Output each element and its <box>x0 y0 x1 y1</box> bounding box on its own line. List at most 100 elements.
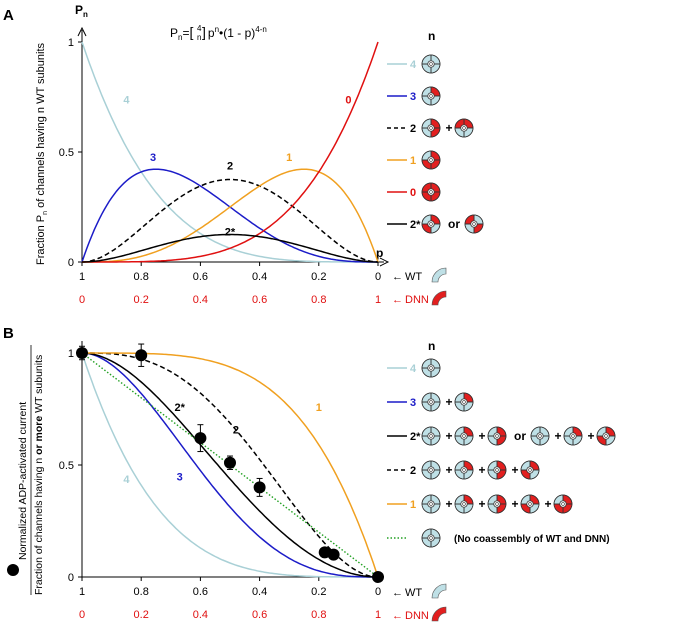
legend-label-1: 1 <box>410 155 416 167</box>
dnn-subunit-glyph <box>431 606 447 622</box>
panel-a-legend: 4 3 2 +1 0 2* or <box>387 54 484 234</box>
channel-pore-inner <box>561 502 565 506</box>
series-line-1 <box>82 352 379 578</box>
legend-connector: + <box>544 497 551 511</box>
series-label-2*: 2* <box>225 227 236 239</box>
channel-pore <box>470 220 478 228</box>
channel-pore-inner <box>429 94 433 98</box>
legend-connector: + <box>478 463 485 477</box>
x-tick-label-dnn: 0.2 <box>134 609 149 621</box>
measured-point <box>253 481 266 494</box>
series-line-2* <box>82 233 378 263</box>
channel-pore-inner <box>429 502 433 506</box>
legend-note: (No coassembly of WT and DNN) <box>454 534 610 545</box>
channel-pore-inner <box>429 126 433 130</box>
series-line-2* <box>81 352 378 578</box>
y-axis-arrow <box>77 26 87 37</box>
x-tick-label: 0.8 <box>134 586 149 598</box>
channel-pore <box>427 466 435 474</box>
series-label-2: 2 <box>233 425 239 437</box>
panel-a-legend-header: n <box>428 29 435 43</box>
channel-icon <box>421 494 441 514</box>
measured-point <box>76 347 88 359</box>
channel-pore-inner <box>429 366 433 370</box>
channel-pore-inner <box>429 222 433 226</box>
channel-pore <box>460 124 468 132</box>
channel-pore-inner <box>462 126 466 130</box>
measured-point <box>372 571 384 583</box>
series-line-2 <box>82 352 379 578</box>
panel-a-wt-dnn-labels: ← WT← DNN <box>392 267 447 306</box>
formula-binom-top: 4 <box>197 24 202 33</box>
dnn-subunit-glyph <box>431 290 447 306</box>
series-label-4: 4 <box>123 474 130 486</box>
series-label-3: 3 <box>177 472 183 484</box>
panel-a-ylabel: Fraction Pn of channels having n WT subu… <box>35 43 49 265</box>
panel-b-ylabel-inner: Fraction of channels having n or more WT… <box>33 355 45 595</box>
dnn-arrow: ← <box>392 610 403 622</box>
channel-icon <box>520 494 540 514</box>
formula-binom-bottom: n <box>197 33 201 42</box>
measured-point <box>327 548 340 561</box>
channel-icon <box>421 86 441 106</box>
channel-pore <box>427 156 435 164</box>
channel-pore-inner <box>528 468 532 472</box>
channel-pore-inner <box>462 468 466 472</box>
channel-pore <box>493 432 501 440</box>
legend-label-3: 3 <box>410 397 416 409</box>
channel-pore <box>602 432 610 440</box>
channel-pore-inner <box>604 434 608 438</box>
channel-pore <box>427 124 435 132</box>
series-line-4 <box>81 352 378 578</box>
panel-b-legend-header: n <box>428 339 435 353</box>
legend-connector: + <box>445 395 452 409</box>
channel-icon <box>454 392 474 412</box>
dnn-label: DNN <box>405 610 429 622</box>
channel-icon <box>421 54 441 74</box>
x-tick-label: 1 <box>79 271 85 283</box>
channel-icon <box>421 460 441 480</box>
channel-icon <box>520 460 540 480</box>
channel-icon <box>421 358 441 378</box>
channel-icon <box>454 460 474 480</box>
measured-point <box>194 432 207 445</box>
channel-pore <box>427 534 435 542</box>
x-tick-label: 0.4 <box>252 586 267 598</box>
channel-icon <box>421 182 441 202</box>
legend-connector: or <box>514 429 526 443</box>
wt-arrow: ← <box>392 271 403 283</box>
x-tick-label-dnn: 0.2 <box>134 294 149 306</box>
channel-icon <box>454 118 474 138</box>
channel-pore-inner <box>495 434 499 438</box>
legend-label-2*: 2* <box>410 219 421 231</box>
x-tick-label-dnn: 1 <box>375 609 381 621</box>
series-label-1: 1 <box>286 152 292 164</box>
x-tick-label-dnn: 1 <box>375 294 381 306</box>
channel-icon <box>487 460 507 480</box>
channel-pore-inner <box>462 502 466 506</box>
channel-icon <box>421 150 441 170</box>
channel-pore <box>536 432 544 440</box>
channel-pore <box>427 92 435 100</box>
measured-point <box>135 349 148 362</box>
x-tick-label-dnn: 0.6 <box>252 609 267 621</box>
x-tick-label-dnn: 0.8 <box>311 294 326 306</box>
channel-pore <box>493 500 501 508</box>
channel-pore-inner <box>495 502 499 506</box>
formula-rest: ] pn•(1 - p)4-n <box>202 24 267 40</box>
legend-connector: + <box>445 429 452 443</box>
x-axis-arrow <box>379 257 390 267</box>
channel-pore-inner <box>429 434 433 438</box>
wt-arrow: ← <box>392 587 403 599</box>
series-label-3: 3 <box>150 152 156 164</box>
series-label-4: 4 <box>123 95 130 107</box>
legend-connector: or <box>448 217 460 231</box>
x-tick-label-dnn: 0.4 <box>193 294 208 306</box>
x-tick-label-dnn: 0.6 <box>252 294 267 306</box>
series-line-0 <box>82 41 379 263</box>
panel-b-wt-dnn-labels: ← WT← DNN <box>392 583 447 622</box>
channel-pore <box>460 500 468 508</box>
legend-connector: + <box>478 497 485 511</box>
